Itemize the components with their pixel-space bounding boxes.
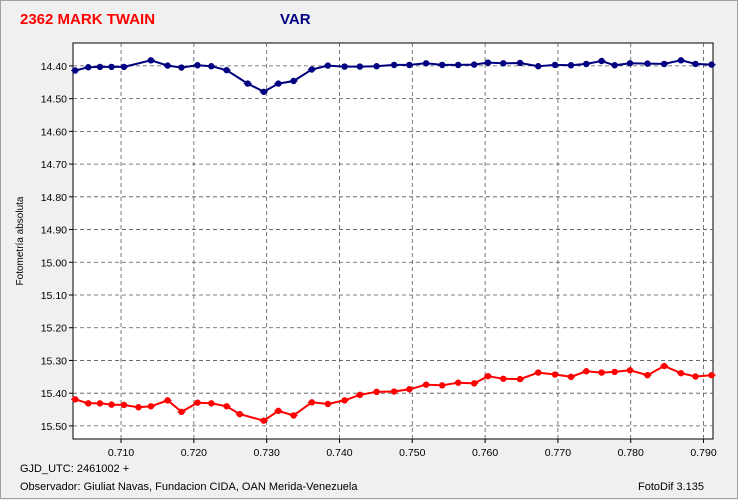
series-comparison xyxy=(71,362,716,424)
y-tick-label: 14.50 xyxy=(41,94,67,106)
series-layer xyxy=(71,57,716,424)
grid-lines xyxy=(73,43,713,439)
x-tick-label: 0.750 xyxy=(399,447,425,459)
var-label: VAR xyxy=(280,11,311,28)
y-tick-label: 14.70 xyxy=(41,159,67,171)
x-tick-label: 0.790 xyxy=(690,447,716,459)
x-tick-label: 0.720 xyxy=(181,447,207,459)
y-tick-label: 14.80 xyxy=(41,192,67,204)
series-var xyxy=(71,57,716,95)
y-tick-label: 15.50 xyxy=(41,421,67,433)
x-tick-label: 0.730 xyxy=(254,447,280,459)
y-tick-label: 15.20 xyxy=(41,323,67,335)
x-tick-label: 0.770 xyxy=(545,447,571,459)
y-tick-label: 15.30 xyxy=(41,355,67,367)
x-tick-label: 0.740 xyxy=(326,447,352,459)
y-tick-label: 14.90 xyxy=(41,225,67,237)
x-tick-label: 0.760 xyxy=(472,447,498,459)
y-tick-label: 15.10 xyxy=(41,290,67,302)
y-tick-label: 14.40 xyxy=(41,61,67,73)
gjd-label: GJD_UTC: 2461002 + xyxy=(20,463,130,475)
software-label: FotoDif 3.135 xyxy=(638,481,705,493)
x-tick-label: 0.780 xyxy=(618,447,644,459)
x-tick-label: 0.710 xyxy=(108,447,134,459)
observer-label: Observador: Giuliat Navas, Fundacion CID… xyxy=(20,481,358,493)
y-axis-label: Fotometría absoluta xyxy=(15,196,26,285)
y-tick-label: 15.40 xyxy=(41,388,67,400)
plot-area xyxy=(72,42,714,440)
object-title: 2362 MARK TWAIN xyxy=(20,11,156,28)
y-tick-label: 15.00 xyxy=(41,257,67,269)
y-tick-label: 14.60 xyxy=(41,126,67,138)
x-axis: 0.710 0.720 0.730 0.740 0.750 0.760 0.770 0.780… xyxy=(108,439,717,459)
y-axis: 14.40 14.50 14.60 14.70 14.80 14.90 15.00 15.10… xyxy=(41,61,73,433)
